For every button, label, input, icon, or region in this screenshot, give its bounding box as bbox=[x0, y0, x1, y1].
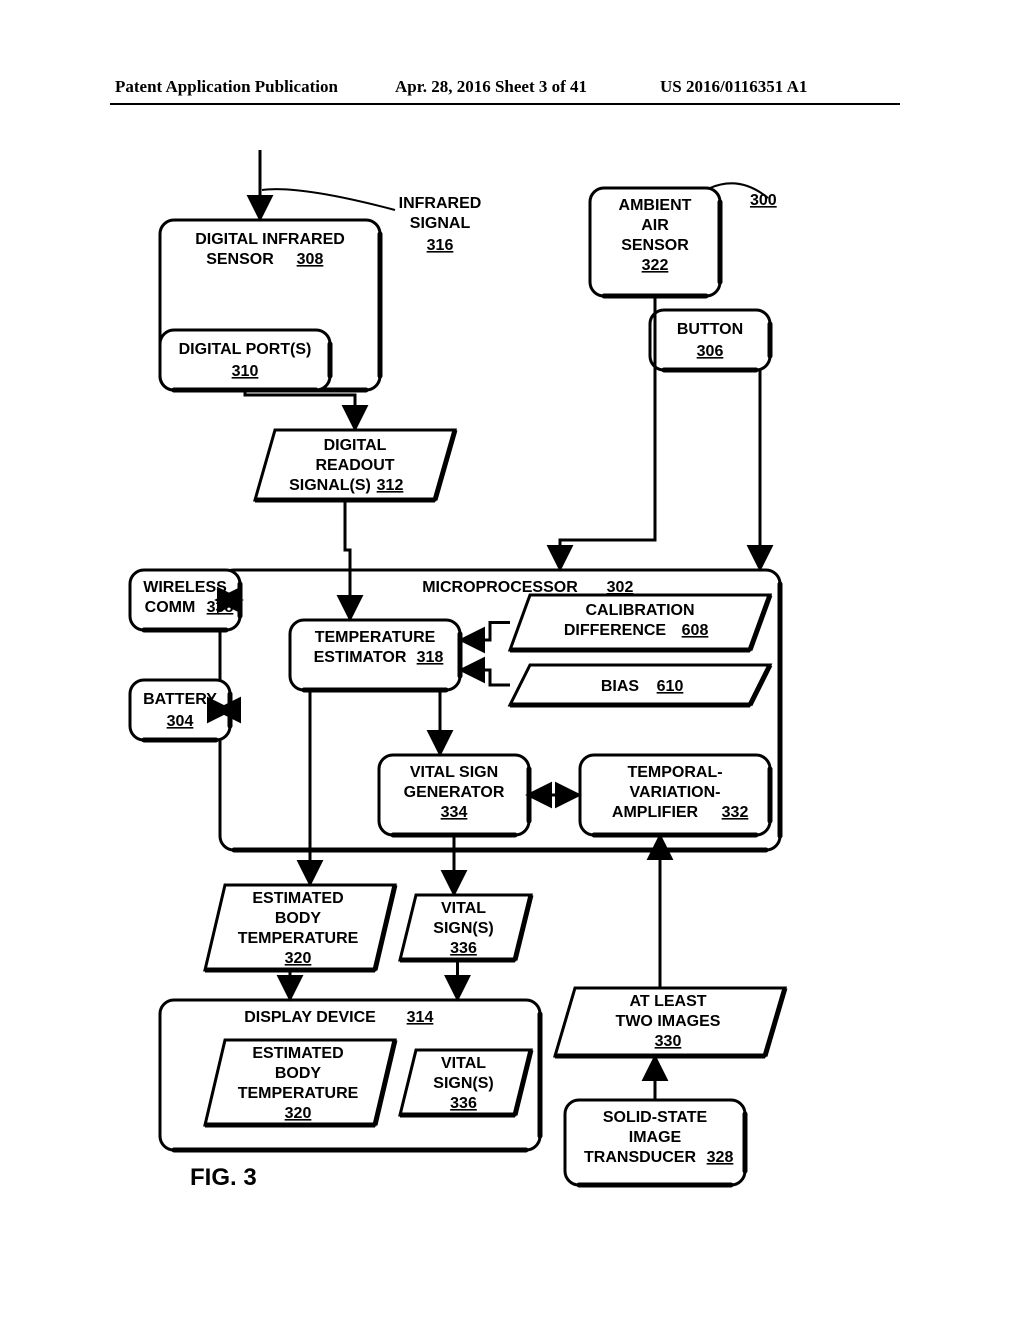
svg-text:Patent Application Publication: Patent Application Publication bbox=[115, 77, 338, 96]
svg-text:320: 320 bbox=[285, 1105, 312, 1122]
svg-text:SENSOR: SENSOR bbox=[621, 237, 689, 254]
svg-text:DIFFERENCE: DIFFERENCE bbox=[564, 622, 667, 639]
svg-text:TEMPERATURE: TEMPERATURE bbox=[238, 1085, 359, 1102]
svg-text:610: 610 bbox=[657, 678, 684, 695]
svg-text:336: 336 bbox=[450, 940, 477, 957]
svg-text:312: 312 bbox=[377, 477, 404, 494]
svg-text:322: 322 bbox=[642, 257, 669, 274]
svg-text:314: 314 bbox=[407, 1009, 434, 1026]
svg-text:AIR: AIR bbox=[641, 217, 669, 234]
svg-text:AMPLIFIER: AMPLIFIER bbox=[612, 804, 699, 821]
svg-text:DIGITAL INFRARED: DIGITAL INFRARED bbox=[195, 231, 345, 248]
svg-text:VITAL SIGN: VITAL SIGN bbox=[410, 764, 498, 781]
svg-text:AMBIENT: AMBIENT bbox=[619, 197, 692, 214]
svg-text:DIGITAL: DIGITAL bbox=[324, 437, 387, 454]
svg-text:WIRELESS: WIRELESS bbox=[143, 579, 227, 596]
svg-text:330: 330 bbox=[655, 1033, 682, 1050]
svg-text:BIAS: BIAS bbox=[601, 678, 640, 695]
svg-text:SOLID-STATE: SOLID-STATE bbox=[603, 1109, 708, 1126]
svg-text:308: 308 bbox=[297, 251, 324, 268]
svg-text:CALIBRATION: CALIBRATION bbox=[585, 602, 694, 619]
svg-text:608: 608 bbox=[682, 622, 709, 639]
svg-text:US 2016/0116351 A1: US 2016/0116351 A1 bbox=[660, 77, 807, 96]
svg-text:VITAL: VITAL bbox=[441, 900, 486, 917]
svg-text:IMAGE: IMAGE bbox=[629, 1129, 682, 1146]
svg-text:316: 316 bbox=[427, 237, 454, 254]
svg-text:TEMPORAL-: TEMPORAL- bbox=[627, 764, 722, 781]
svg-text:TEMPERATURE: TEMPERATURE bbox=[238, 930, 359, 947]
svg-text:ESTIMATED: ESTIMATED bbox=[252, 890, 343, 907]
svg-text:336: 336 bbox=[450, 1095, 477, 1112]
svg-text:SENSOR: SENSOR bbox=[206, 251, 274, 268]
svg-text:ESTIMATED: ESTIMATED bbox=[252, 1045, 343, 1062]
svg-text:306: 306 bbox=[697, 343, 724, 360]
svg-text:318: 318 bbox=[417, 649, 444, 666]
svg-text:SIGN(S): SIGN(S) bbox=[433, 920, 493, 937]
svg-text:GENERATOR: GENERATOR bbox=[404, 784, 505, 801]
svg-text:DISPLAY DEVICE: DISPLAY DEVICE bbox=[244, 1009, 376, 1026]
svg-text:BODY: BODY bbox=[275, 910, 322, 927]
svg-text:INFRARED: INFRARED bbox=[399, 195, 482, 212]
svg-text:TEMPERATURE: TEMPERATURE bbox=[315, 629, 436, 646]
svg-text:SIGN(S): SIGN(S) bbox=[433, 1075, 493, 1092]
svg-text:DIGITAL PORT(S): DIGITAL PORT(S) bbox=[179, 341, 312, 358]
svg-text:VITAL: VITAL bbox=[441, 1055, 486, 1072]
svg-text:BATTERY: BATTERY bbox=[143, 691, 217, 708]
svg-text:COMM: COMM bbox=[145, 599, 196, 616]
svg-text:320: 320 bbox=[285, 950, 312, 967]
svg-text:334: 334 bbox=[441, 804, 468, 821]
svg-text:Apr. 28, 2016 Sheet 3 of 41: Apr. 28, 2016 Sheet 3 of 41 bbox=[395, 77, 587, 96]
svg-text:328: 328 bbox=[707, 1149, 734, 1166]
svg-text:SIGNAL: SIGNAL bbox=[410, 215, 471, 232]
svg-text:VARIATION-: VARIATION- bbox=[630, 784, 721, 801]
svg-text:READOUT: READOUT bbox=[315, 457, 394, 474]
svg-text:TRANSDUCER: TRANSDUCER bbox=[584, 1149, 696, 1166]
svg-text:SIGNAL(S): SIGNAL(S) bbox=[289, 477, 371, 494]
svg-text:TWO IMAGES: TWO IMAGES bbox=[616, 1013, 721, 1030]
svg-text:BODY: BODY bbox=[275, 1065, 322, 1082]
svg-text:302: 302 bbox=[607, 579, 634, 596]
svg-text:ESTIMATOR: ESTIMATOR bbox=[314, 649, 407, 666]
svg-text:310: 310 bbox=[232, 363, 259, 380]
svg-text:MICROPROCESSOR: MICROPROCESSOR bbox=[422, 579, 578, 596]
svg-text:338: 338 bbox=[207, 599, 234, 616]
svg-text:FIG. 3: FIG. 3 bbox=[190, 1164, 257, 1191]
svg-text:304: 304 bbox=[167, 713, 194, 730]
svg-text:332: 332 bbox=[722, 804, 749, 821]
svg-text:AT LEAST: AT LEAST bbox=[629, 993, 706, 1010]
svg-text:BUTTON: BUTTON bbox=[677, 321, 743, 338]
